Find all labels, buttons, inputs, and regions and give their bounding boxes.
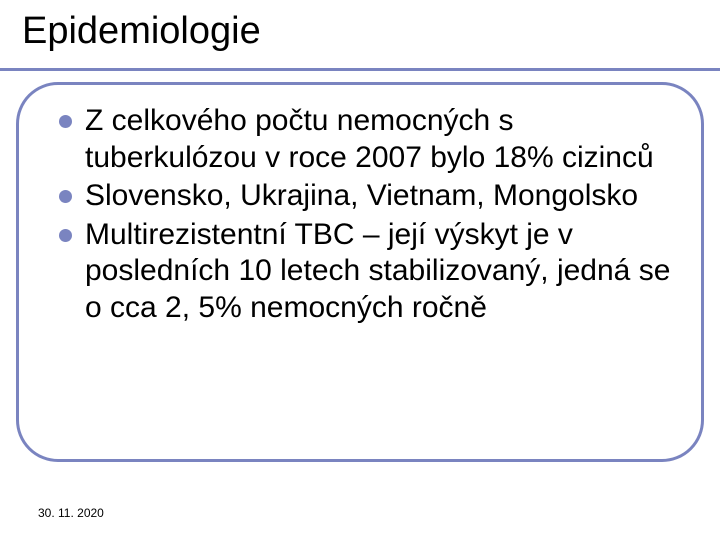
list-item: Z celkového počtu nemocných s tuberkulóz… [59,103,673,176]
footer-date: 30. 11. 2020 [38,506,104,520]
list-item: Multirezistentní TBC – její výskyt je v … [59,217,673,327]
content-box: Z celkového počtu nemocných s tuberkulóz… [16,82,704,462]
slide: Epidemiologie Z celkového počtu nemocnýc… [0,0,720,540]
bullet-list: Z celkového počtu nemocných s tuberkulóz… [59,103,673,327]
slide-title: Epidemiologie [22,10,261,53]
list-item: Slovensko, Ukrajina, Vietnam, Mongolsko [59,178,673,215]
title-underline [0,68,720,71]
